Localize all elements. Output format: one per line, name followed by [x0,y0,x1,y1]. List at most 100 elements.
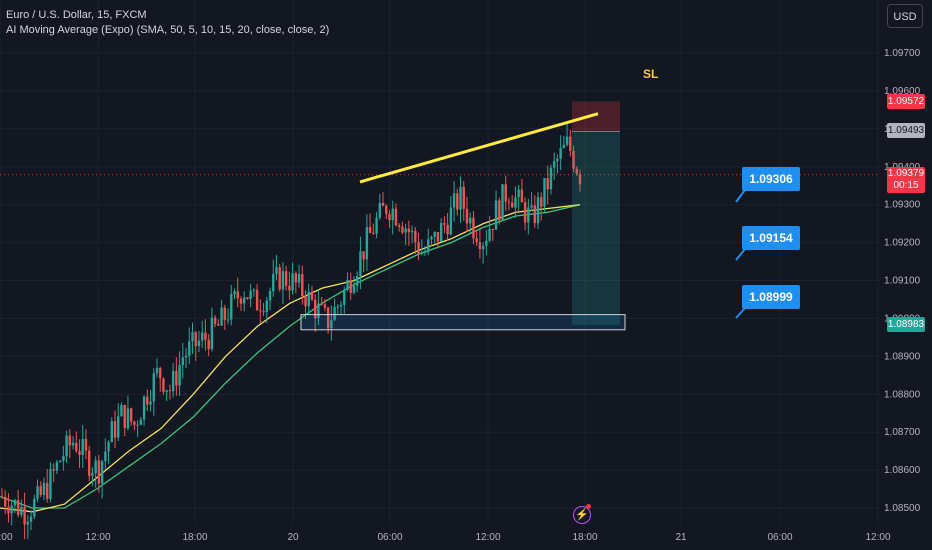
candle-body [55,461,59,471]
candle-body [552,161,556,168]
take-profit-zone [572,131,620,325]
candle-body [91,473,94,476]
candle-body [13,499,17,506]
candle-body [362,251,365,260]
candle-body [278,267,281,290]
lightning-icon[interactable]: ⚡ [573,506,591,524]
x-tick-label: 12:00 [85,532,110,543]
candle-body [29,516,33,522]
candle-body [485,240,488,246]
candle-body [184,355,188,358]
candle-body [217,324,220,326]
candle-body [423,252,427,254]
chart-drawings [300,101,746,331]
candle-body [81,438,84,455]
candle-body [420,252,423,254]
candle-body [294,273,298,283]
current-price-tag: 1.09379 00:15 [887,167,925,193]
candle-body [452,193,456,208]
candle-body [410,230,414,233]
candle-body [233,291,236,294]
candle-body [288,285,291,291]
candle-body [414,230,417,243]
candle-body [297,274,301,283]
sl-label: SL [643,67,659,81]
candle-countdown: 00:15 [893,180,919,191]
candle-body [117,416,120,438]
candle-body [326,307,330,329]
candle-body [443,223,446,225]
candle-body [36,486,39,499]
candle-body [556,158,559,162]
currency-button[interactable]: USD [887,4,923,28]
candle-body [323,304,327,308]
candle-body [152,373,155,402]
candle-body [372,232,375,234]
notification-dot [586,504,591,509]
candle-body [230,293,233,320]
candle-body [139,419,143,425]
candle-body [213,317,217,325]
candle-body [456,193,459,210]
candle-body [488,228,491,241]
candle-body [23,506,26,525]
candle-body [388,214,391,221]
symbol-title[interactable]: Euro / U.S. Dollar, 15, FXCM [6,9,147,21]
y-tick-label: 1.09600 [884,86,921,97]
candle-body [194,332,197,347]
callout-2[interactable]: 1.09154 [742,226,800,250]
candle-body [129,408,133,422]
candle-body [239,298,243,304]
candle-body [75,442,78,451]
candle-body [536,197,540,224]
sl-price-tag: 1.09572 [887,94,925,109]
candle-body [446,224,449,235]
candle-body [543,178,546,207]
candle-body [126,408,130,429]
candle-body [314,299,317,319]
demand-zone [300,314,626,331]
candle-body [523,202,527,223]
indicator-title[interactable]: AI Moving Average (Expo) (SMA, 50, 5, 10… [6,24,330,36]
candle-body [317,303,320,319]
candle-body [162,378,165,392]
candle-body [223,307,227,320]
candle-body [259,310,262,312]
callout-3[interactable]: 1.08999 [742,285,800,309]
candle-body [494,200,498,230]
y-tick-label: 1.08900 [884,351,921,362]
candle-body [178,364,181,386]
candle-body [459,186,462,210]
candle-body [304,296,307,307]
candle-body [462,186,465,209]
x-tick-label: 12:00 [865,532,890,543]
candle-body [65,435,68,457]
candle-body [391,208,394,221]
candle-body [491,228,495,230]
candle-body [0,496,4,498]
candle-body [407,228,411,233]
candle-body [281,271,285,290]
current-price-value: 1.09379 [887,168,925,179]
candle-body [417,242,420,254]
candle-body [307,291,310,307]
candle-body [62,456,65,462]
candle-body [249,290,252,299]
candle-body [346,279,349,290]
candle-body [569,136,572,151]
candle-body [120,404,123,417]
candle-body [575,168,578,175]
ma-fast-line [0,204,581,513]
x-tick-label: 12:00 [475,532,500,543]
candle-body [436,232,440,242]
callout-1[interactable]: 1.09306 [742,167,800,191]
candle-body [310,291,314,300]
candle-body [78,450,81,455]
candle-body [465,208,469,224]
candle-body [472,217,475,239]
candle-body [110,421,113,443]
x-tick-label: 20 [287,532,299,543]
candle-body [246,297,249,299]
candle-body [330,320,333,329]
